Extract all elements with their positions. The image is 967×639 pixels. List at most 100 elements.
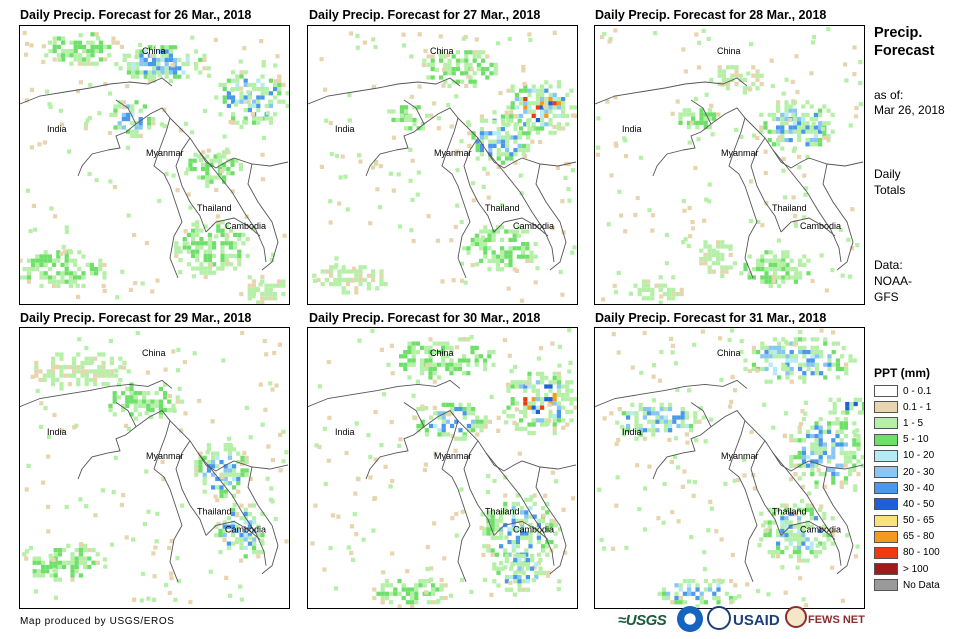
- legend-row: 80 - 100: [874, 545, 940, 561]
- noaa-logo-icon: [677, 606, 703, 632]
- legend-label: 5 - 10: [903, 434, 929, 446]
- legend-row: 20 - 30: [874, 464, 940, 480]
- map-credit: Map produced by USGS/EROS: [20, 616, 175, 627]
- legend-row: 10 - 20: [874, 448, 940, 464]
- forecast-map-6: China India Myanmar Thailand Cambodia: [594, 327, 865, 609]
- label-thailand: Thailand: [485, 203, 520, 213]
- legend-swatch: [874, 514, 898, 527]
- legend-swatch: [874, 466, 898, 479]
- label-india: India: [335, 427, 355, 437]
- legend-swatch: [874, 579, 898, 592]
- legend-swatch: [874, 546, 898, 559]
- label-myanmar: Myanmar: [146, 451, 183, 461]
- label-india: India: [47, 427, 67, 437]
- forecast-map-3: China India Myanmar Thailand Cambodia: [594, 25, 865, 305]
- legend-row: > 100: [874, 561, 940, 577]
- legend-row: No Data: [874, 577, 940, 593]
- legend-swatch: [874, 482, 898, 495]
- label-cambodia: Cambodia: [225, 524, 267, 534]
- panel-title-6: Daily Precip. Forecast for 31 Mar., 2018: [595, 311, 827, 325]
- label-india: India: [622, 427, 642, 437]
- fews-net-logo: FEWS NET: [808, 614, 865, 626]
- legend-title: PPT (mm): [874, 366, 931, 380]
- legend-label: 1 - 5: [903, 417, 924, 429]
- label-india: India: [622, 124, 642, 134]
- legend-label: 0 - 0.1: [903, 385, 932, 397]
- legend-label: No Data: [903, 579, 940, 591]
- totals-label-2: Totals: [874, 183, 906, 197]
- country-borders: [308, 379, 577, 582]
- country-borders: [20, 379, 289, 582]
- totals-label-1: Daily: [874, 167, 901, 181]
- forecast-map-3-svg: China India Myanmar Thailand Cambodia: [595, 27, 864, 304]
- country-borders: [308, 77, 577, 279]
- precip-cells: [22, 330, 289, 605]
- label-cambodia: Cambodia: [800, 524, 842, 534]
- data-source-2: GFS: [874, 290, 899, 304]
- as-of-date: Mar 26, 2018: [874, 103, 945, 117]
- fews-net-seal-icon: [785, 606, 807, 628]
- sidebar-title: Precip. Forecast: [874, 25, 935, 59]
- label-thailand: Thailand: [197, 506, 231, 516]
- label-cambodia: Cambodia: [800, 221, 841, 231]
- precip-cells: [595, 27, 863, 304]
- label-india: India: [47, 124, 67, 134]
- legend-swatch: [874, 417, 898, 430]
- legend-row: 40 - 50: [874, 496, 940, 512]
- forecast-map-5-svg: China India Myanmar Thailand Cambodia: [308, 328, 577, 608]
- legend-swatch: [874, 449, 898, 462]
- usgs-logo: ≈USGS: [618, 611, 667, 629]
- legend-row: 0 - 0.1: [874, 383, 940, 399]
- precip-cells: [20, 30, 289, 304]
- forecast-map-5: China India Myanmar Thailand Cambodia: [307, 327, 578, 609]
- label-thailand: Thailand: [485, 506, 519, 516]
- legend-row: 65 - 80: [874, 529, 940, 545]
- forecast-map-2-svg: China India Myanmar Thailand Cambodia: [308, 30, 577, 303]
- legend-label: 20 - 30: [903, 466, 935, 478]
- legend-swatch: [874, 433, 898, 446]
- country-borders: [595, 77, 864, 279]
- label-china: China: [430, 46, 454, 56]
- legend-label: 30 - 40: [903, 482, 935, 494]
- panel-title-5: Daily Precip. Forecast for 30 Mar., 2018: [309, 311, 541, 325]
- forecast-map-1: China India Myanmar Thailand Cambodia: [19, 25, 290, 305]
- label-china: China: [142, 46, 166, 56]
- legend-swatch: [874, 563, 898, 576]
- legend-label: 0.1 - 1: [903, 401, 932, 413]
- legend-swatch: [874, 530, 898, 543]
- legend-swatch: [874, 401, 898, 414]
- legend-label: 50 - 65: [903, 515, 935, 527]
- as-of-label: as of:: [874, 88, 904, 102]
- forecast-map-6-svg: China India Myanmar Thailand Cambodia: [595, 328, 864, 608]
- label-cambodia: Cambodia: [513, 221, 554, 231]
- label-china: China: [717, 46, 741, 56]
- legend-row: 50 - 65: [874, 513, 940, 529]
- panel-title-4: Daily Precip. Forecast for 29 Mar., 2018: [20, 311, 252, 325]
- country-borders: [595, 379, 864, 582]
- legend-label: > 100: [903, 563, 929, 575]
- label-india: India: [335, 124, 355, 134]
- precip-cells: [312, 30, 577, 303]
- legend-swatch: [874, 385, 898, 398]
- precip-cells: [597, 328, 864, 608]
- legend-label: 65 - 80: [903, 531, 935, 543]
- label-cambodia: Cambodia: [225, 221, 266, 231]
- legend-swatch: [874, 498, 898, 511]
- label-myanmar: Myanmar: [721, 451, 758, 461]
- panel-title-2: Daily Precip. Forecast for 27 Mar., 2018: [309, 8, 541, 22]
- legend-row: 0.1 - 1: [874, 399, 940, 415]
- label-china: China: [142, 348, 166, 358]
- panel-title-3: Daily Precip. Forecast for 28 Mar., 2018: [595, 8, 827, 22]
- legend-label: 10 - 20: [903, 450, 935, 462]
- data-label: Data:: [874, 258, 903, 272]
- label-thailand: Thailand: [197, 203, 232, 213]
- label-myanmar: Myanmar: [434, 451, 471, 461]
- precip-cells: [310, 328, 577, 608]
- legend: 0 - 0.1 0.1 - 1 1 - 5 5 - 10 10 - 20 20 - 30 3…: [874, 383, 940, 593]
- data-source-1: NOAA-: [874, 274, 913, 288]
- legend-row: 30 - 40: [874, 480, 940, 496]
- label-cambodia: Cambodia: [513, 524, 555, 534]
- legend-row: 1 - 5: [874, 415, 940, 431]
- label-myanmar: Myanmar: [721, 148, 759, 158]
- panel-title-1: Daily Precip. Forecast for 26 Mar., 2018: [20, 8, 252, 22]
